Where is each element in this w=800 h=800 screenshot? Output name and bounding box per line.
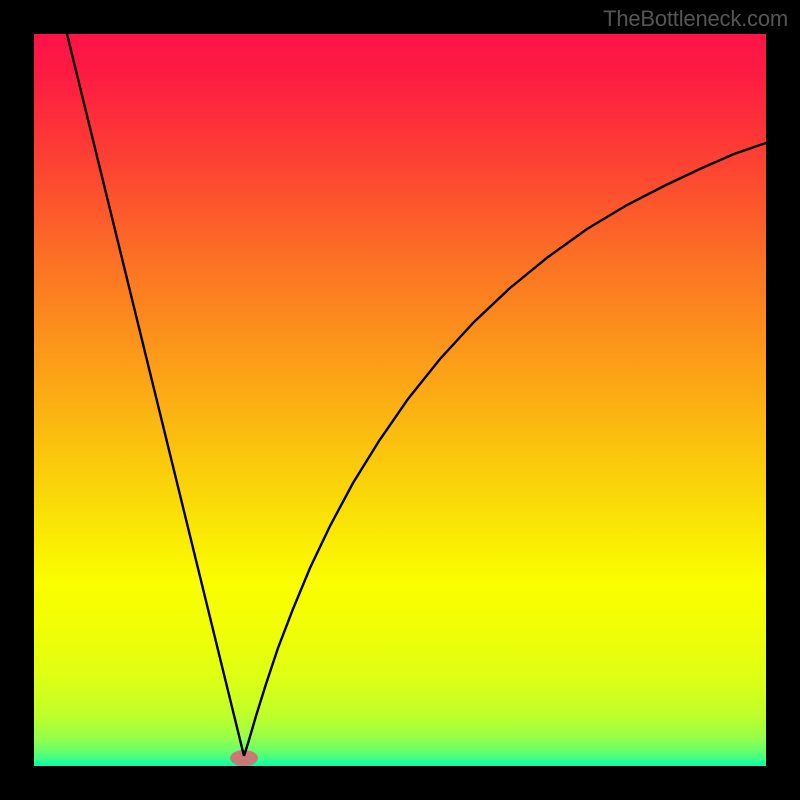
- watermark-text: TheBottleneck.com: [603, 6, 788, 32]
- chart-container: { "watermark": { "text": "TheBottleneck.…: [0, 0, 800, 800]
- bottleneck-chart: [0, 0, 800, 800]
- gradient-background: [34, 34, 766, 766]
